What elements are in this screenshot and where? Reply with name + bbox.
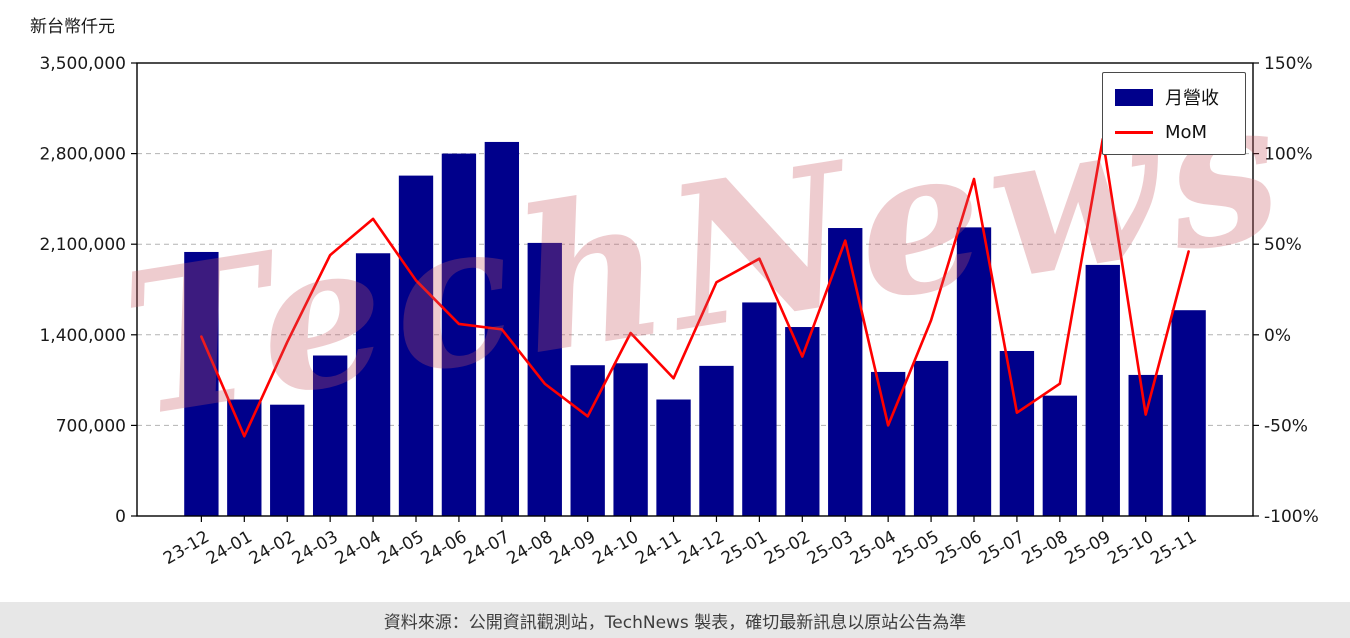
left-axis-tick-label: 700,000 xyxy=(56,416,126,436)
revenue-bar-24-06 xyxy=(441,153,477,516)
source-footer: 資料來源：公開資訊觀測站，TechNews 製表，確切最新訊息以原站公告為準 xyxy=(0,602,1350,638)
revenue-bar-25-03 xyxy=(828,228,863,516)
revenue-bar-25-08 xyxy=(1042,395,1078,516)
x-axis-tick-label: 25-11 xyxy=(1147,527,1200,569)
mom-line-swatch xyxy=(1115,131,1153,134)
revenue-bar-24-08 xyxy=(527,242,562,517)
revenue-bar-swatch xyxy=(1115,88,1153,106)
revenue-bar-24-09 xyxy=(570,365,605,516)
revenue-bar-24-05 xyxy=(398,175,434,517)
legend-row-revenue: 月營收 xyxy=(1115,84,1233,110)
revenue-bar-24-11 xyxy=(656,399,691,516)
legend-row-mom: MoM xyxy=(1115,122,1233,143)
right-axis-tick-label: 0% xyxy=(1264,326,1291,346)
right-axis-tick-label: 100% xyxy=(1264,145,1313,165)
revenue-bar-23-12 xyxy=(184,251,219,517)
revenue-bar-25-07 xyxy=(999,350,1035,516)
left-axis-tick-label: 0 xyxy=(115,507,126,527)
legend-label-revenue: 月營收 xyxy=(1165,88,1219,109)
x-axis-tick-label: 25-02 xyxy=(761,527,814,569)
revenue-bar-24-12 xyxy=(699,365,734,516)
x-axis-tick-label: 25-09 xyxy=(1061,527,1114,569)
revenue-bar-24-01 xyxy=(227,399,262,516)
x-axis-tick-label: 25-10 xyxy=(1104,527,1157,569)
x-axis-tick-label: 25-03 xyxy=(804,527,857,569)
right-axis-tick-label: -50% xyxy=(1264,416,1308,436)
x-axis-tick-label: 25-04 xyxy=(847,527,900,569)
legend-label-mom: MoM xyxy=(1165,122,1208,143)
revenue-bar-25-06 xyxy=(956,227,992,517)
revenue-bar-25-09 xyxy=(1085,264,1120,516)
x-axis-tick-label: 24-04 xyxy=(332,527,385,569)
revenue-bar-25-02 xyxy=(785,327,820,516)
x-axis-tick-label: 24-10 xyxy=(589,527,642,569)
x-axis-tick-label: 24-09 xyxy=(546,527,599,569)
revenue-bar-25-11 xyxy=(1171,310,1206,516)
revenue-bar-24-10 xyxy=(613,363,648,516)
source-text: 資料來源：公開資訊觀測站，TechNews 製表，確切最新訊息以原站公告為準 xyxy=(383,612,967,633)
x-axis-tick-label: 24-03 xyxy=(289,527,342,569)
revenue-bar-25-01 xyxy=(742,302,777,516)
x-axis-tick-label: 25-06 xyxy=(933,527,986,569)
x-axis-tick-label: 23-12 xyxy=(160,527,213,569)
monthly-revenue-chart: 0 700,000 1,400,000 2,100,000 2,800,000 3,500… xyxy=(39,54,1319,569)
x-axis-tick-label: 24-05 xyxy=(375,527,428,569)
left-axis-tick-label: 2,100,000 xyxy=(39,235,126,255)
mom-line xyxy=(200,137,1190,438)
y-axis-unit-label: 新台幣仟元 xyxy=(30,17,115,37)
x-axis-tick-label: 24-02 xyxy=(246,527,299,569)
right-axis-tick-label: 150% xyxy=(1264,54,1313,74)
left-axis-tick-label: 3,500,000 xyxy=(39,54,126,74)
revenue-bar-24-03 xyxy=(312,355,348,516)
x-axis-tick-label: 25-01 xyxy=(718,527,771,569)
left-axis-tick-label: 1,400,000 xyxy=(39,326,126,346)
x-axis-tick-label: 25-07 xyxy=(976,527,1029,569)
revenue-bar-25-10 xyxy=(1128,374,1163,516)
x-axis-tick-label: 24-01 xyxy=(203,527,256,569)
x-axis-tick-label: 25-05 xyxy=(890,527,943,569)
right-axis-tick-label: -100% xyxy=(1264,507,1319,527)
left-axis-tick-label: 2,800,000 xyxy=(39,145,126,165)
right-axis-tick-label: 50% xyxy=(1264,235,1302,255)
legend: 月營收 MoM xyxy=(1102,72,1246,155)
x-axis-tick-label: 24-12 xyxy=(675,527,728,569)
revenue-bar-24-04 xyxy=(355,253,391,516)
x-axis-tick-label: 24-06 xyxy=(418,527,471,569)
x-axis-tick-label: 24-08 xyxy=(503,527,556,569)
x-axis-tick-label: 24-07 xyxy=(461,527,514,569)
revenue-bar-24-02 xyxy=(270,404,305,516)
revenue-bar-25-05 xyxy=(913,360,949,516)
plot-frame xyxy=(136,62,1254,517)
x-axis-tick-label: 24-11 xyxy=(632,527,685,569)
x-axis-tick-label: 25-08 xyxy=(1019,527,1072,569)
